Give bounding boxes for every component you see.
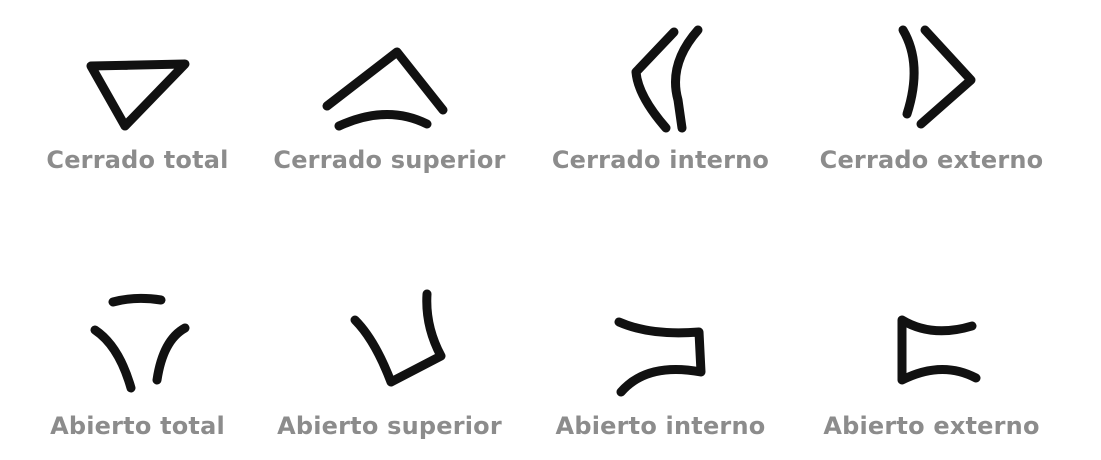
shape-label: Cerrado interno bbox=[551, 146, 770, 174]
shape-cell-open-inner: Abierto interno bbox=[523, 230, 798, 460]
shape-cell-closed-top: Cerrado superior bbox=[252, 0, 527, 230]
shape-cell-closed-total: Cerrado total bbox=[0, 0, 275, 230]
shape-label: Abierto total bbox=[50, 412, 225, 440]
closed-top-icon bbox=[322, 47, 447, 131]
shape-label: Abierto interno bbox=[555, 412, 766, 440]
closed-outer-icon bbox=[898, 25, 975, 129]
shape-cell-open-top: Abierto superior bbox=[252, 230, 527, 460]
closed-inner-icon bbox=[631, 25, 702, 133]
shape-label: Cerrado total bbox=[46, 146, 229, 174]
open-outer-icon bbox=[897, 315, 980, 385]
shape-cell-closed-inner: Cerrado interno bbox=[523, 0, 798, 230]
shape-label: Cerrado superior bbox=[273, 146, 506, 174]
shape-label: Cerrado externo bbox=[819, 146, 1044, 174]
open-triangle-icon bbox=[90, 293, 189, 393]
shape-cell-open-outer: Abierto externo bbox=[794, 230, 1069, 460]
shape-cell-closed-outer: Cerrado externo bbox=[794, 0, 1069, 230]
open-top-icon bbox=[350, 289, 445, 387]
shape-cell-open-total: Abierto total bbox=[0, 230, 275, 460]
shape-label: Abierto externo bbox=[823, 412, 1040, 440]
open-inner-icon bbox=[614, 317, 705, 397]
shape-label: Abierto superior bbox=[277, 412, 502, 440]
closed-triangle-icon bbox=[86, 59, 189, 131]
